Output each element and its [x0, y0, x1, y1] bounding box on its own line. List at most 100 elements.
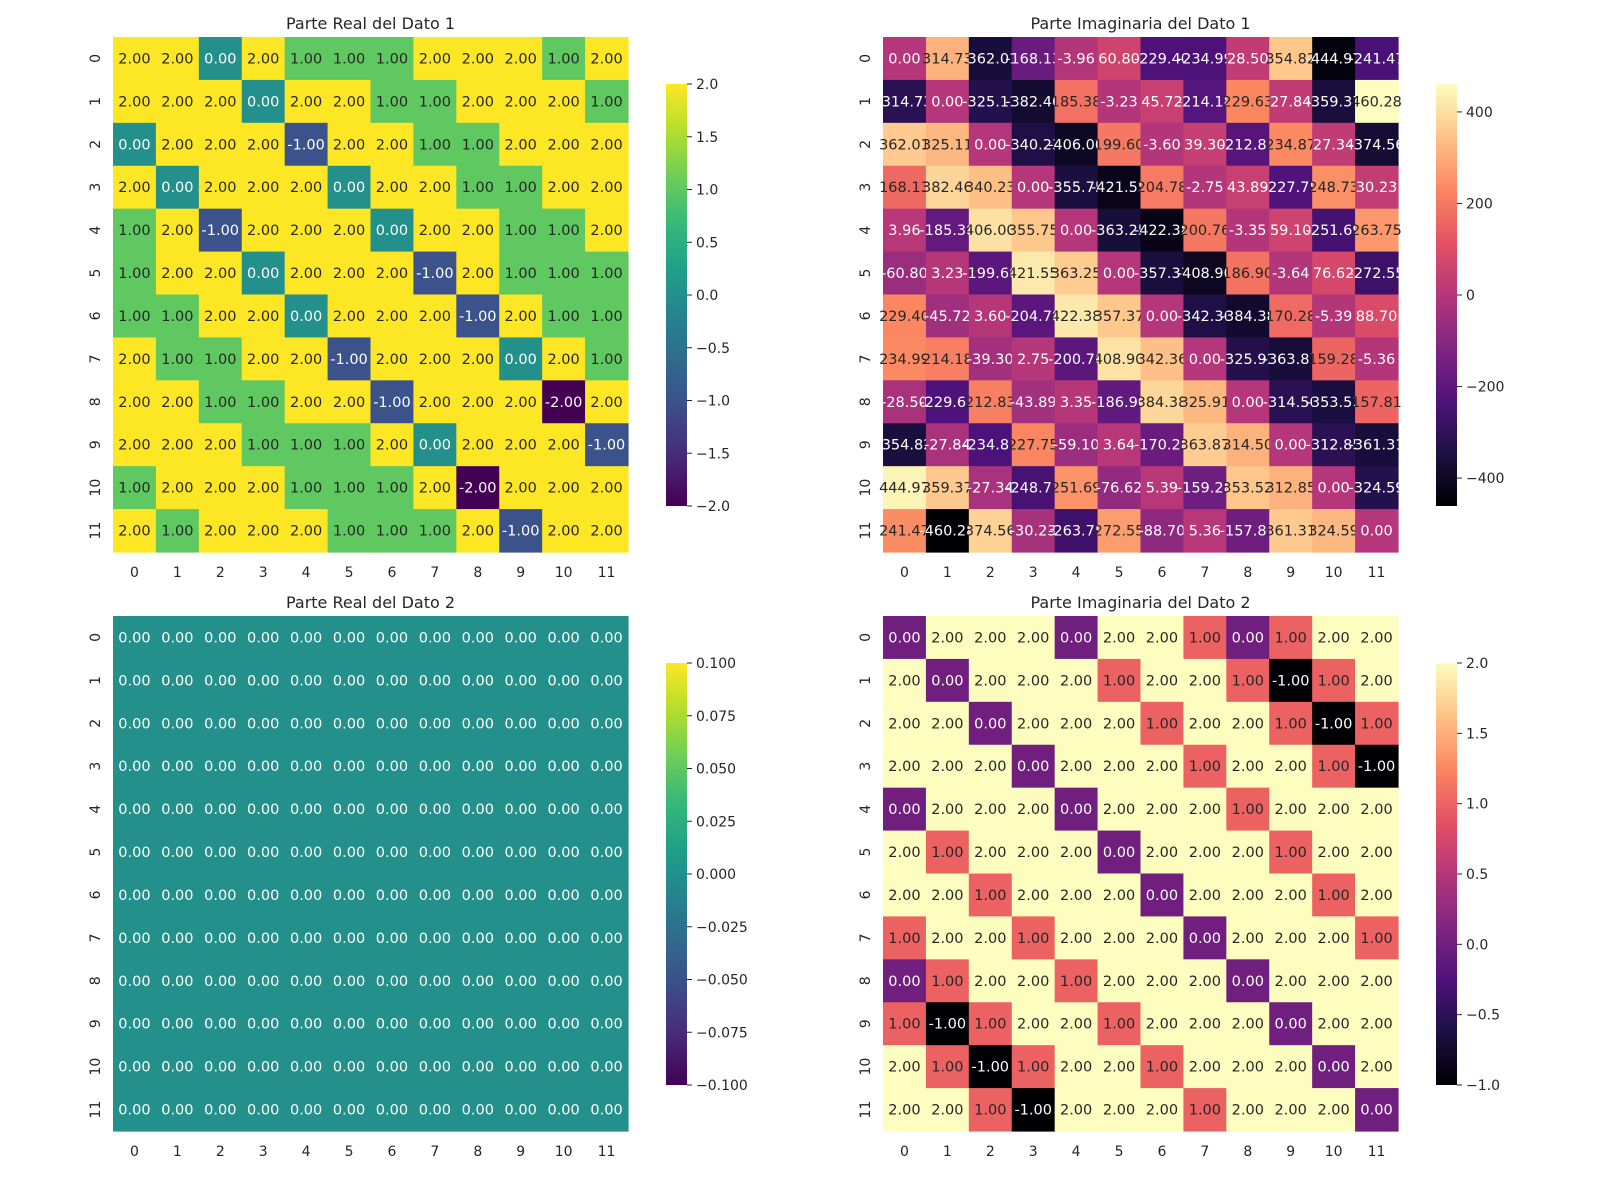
cell-value-label: 1.00 — [547, 51, 579, 67]
cell-value-label: 0.00 — [1146, 309, 1178, 325]
heatmap-cell — [413, 959, 457, 1003]
heatmap-cell — [456, 616, 500, 660]
heatmap-cell — [413, 208, 457, 253]
heatmap-cell — [1054, 122, 1099, 167]
cell-value-label: 0.00 — [1275, 1017, 1307, 1033]
heatmap-cell — [155, 616, 200, 660]
cell-value-label: -406.00 — [1048, 137, 1104, 153]
x-tick-label: 10 — [1325, 565, 1343, 581]
y-tick-label: 11 — [858, 522, 874, 540]
cell-value-label: 2.00 — [333, 223, 365, 239]
colorbar-tick-label: 0.050 — [696, 762, 736, 778]
cell-value-label: 0.00 — [290, 759, 322, 775]
heatmap-cell — [925, 79, 970, 124]
cell-value-label: 272.55 — [1094, 524, 1145, 540]
heatmap-cell — [1140, 1045, 1185, 1089]
cell-value-label: 0.00 — [547, 931, 579, 947]
cell-value-label: 3.96 — [888, 223, 920, 239]
cell-value-label: 363.87 — [1179, 438, 1230, 454]
heatmap-cell — [1054, 873, 1099, 918]
cell-value-label: 0.00 — [505, 888, 537, 904]
heatmap-cell — [1312, 380, 1356, 424]
heatmap-cell — [456, 466, 500, 510]
cell-value-label: 2.00 — [1189, 673, 1221, 689]
heatmap-cell — [968, 79, 1013, 124]
cell-value-label: 2.00 — [247, 223, 279, 239]
heatmap-cell — [413, 122, 457, 167]
heatmap-cell — [1140, 787, 1185, 832]
heatmap-cell — [883, 79, 927, 124]
colorbar — [1436, 84, 1457, 506]
heatmap-cell — [883, 294, 927, 339]
heatmap-cell — [370, 294, 415, 339]
cell-value-label: -30.23 — [1010, 524, 1057, 540]
heatmap-cell — [198, 916, 243, 960]
cell-value-label: 0.00 — [462, 673, 494, 689]
colorbar-tick-label: 0.075 — [696, 709, 736, 725]
x-tick-label: 7 — [1200, 1144, 1209, 1160]
cell-value-label: 0.00 — [161, 716, 193, 732]
cell-value-label: 0.00 — [333, 974, 365, 990]
heatmap-cell — [1312, 1088, 1356, 1132]
heatmap-cell — [413, 251, 457, 296]
cell-value-label: 0.00 — [419, 802, 451, 818]
cell-value-label: 0.00 — [547, 1060, 579, 1076]
cell-value-label: 0.00 — [419, 845, 451, 861]
heatmap-cell — [883, 509, 927, 553]
cell-value-label: 2.00 — [204, 94, 236, 110]
cell-value-label: 2.00 — [547, 137, 579, 153]
heatmap-cell — [1054, 658, 1099, 703]
cell-value-label: 1.00 — [376, 524, 408, 540]
heatmap-cell — [585, 165, 629, 210]
heatmap-cell — [968, 830, 1013, 875]
cell-value-label: 0.00 — [1103, 845, 1135, 861]
cell-value-label: 0.00 — [505, 630, 537, 646]
heatmap-cell — [1011, 208, 1056, 253]
cell-value-label: 357.37 — [1094, 309, 1145, 325]
cell-value-label: 0.00 — [247, 802, 279, 818]
cell-value-label: 2.00 — [118, 180, 150, 196]
cell-value-label: 0.00 — [161, 1060, 193, 1076]
heatmap-cell — [542, 79, 586, 124]
cell-value-label: 0.00 — [1017, 180, 1049, 196]
cell-value-label: 2.00 — [247, 309, 279, 325]
x-tick-label: 4 — [302, 565, 311, 581]
cell-value-label: 422.38 — [1051, 309, 1102, 325]
heatmap-cell — [1097, 830, 1142, 875]
heatmap-cell — [1183, 873, 1227, 918]
cell-value-label: 0.00 — [1232, 630, 1264, 646]
cell-value-label: 241.47 — [879, 524, 930, 540]
cell-value-label: 0.00 — [462, 931, 494, 947]
cell-value-label: 2.00 — [590, 395, 622, 411]
cell-value-label: -3.96 — [1057, 51, 1095, 67]
cell-value-label: 0.00 — [462, 845, 494, 861]
cell-value-label: 76.62 — [1313, 266, 1355, 282]
cell-value-label: 2.00 — [161, 223, 193, 239]
cell-value-label: 2.00 — [1232, 845, 1264, 861]
heatmap-cell — [1054, 251, 1099, 296]
heatmap-cell — [413, 701, 457, 746]
heatmap-cell — [1269, 337, 1313, 381]
heatmap-cell — [1011, 959, 1056, 1003]
y-tick-label: 7 — [858, 933, 874, 942]
heatmap-cell — [925, 1088, 970, 1132]
heatmap-cell — [284, 744, 329, 789]
heatmap-cell — [499, 337, 543, 381]
x-tick-label: 10 — [555, 565, 573, 581]
heatmap-cell — [883, 830, 927, 875]
heatmap-cell — [1097, 208, 1142, 253]
cell-value-label: 0.00 — [974, 716, 1006, 732]
heatmap-cell — [883, 208, 927, 253]
heatmap-cell — [925, 208, 970, 253]
cell-value-label: 2.00 — [888, 759, 920, 775]
cell-value-label: 2.00 — [974, 802, 1006, 818]
heatmap-cell — [925, 830, 970, 875]
cell-value-label: -3.35 — [1229, 223, 1267, 239]
y-tick-label: 0 — [88, 633, 104, 642]
cell-value-label: -3.23 — [1100, 94, 1138, 110]
cell-value-label: -248.73 — [1005, 481, 1061, 497]
cell-value-label: 2.00 — [547, 481, 579, 497]
heatmap-cell — [1226, 830, 1270, 875]
heatmap-cell — [1269, 79, 1313, 124]
heatmap-cell — [883, 122, 927, 167]
